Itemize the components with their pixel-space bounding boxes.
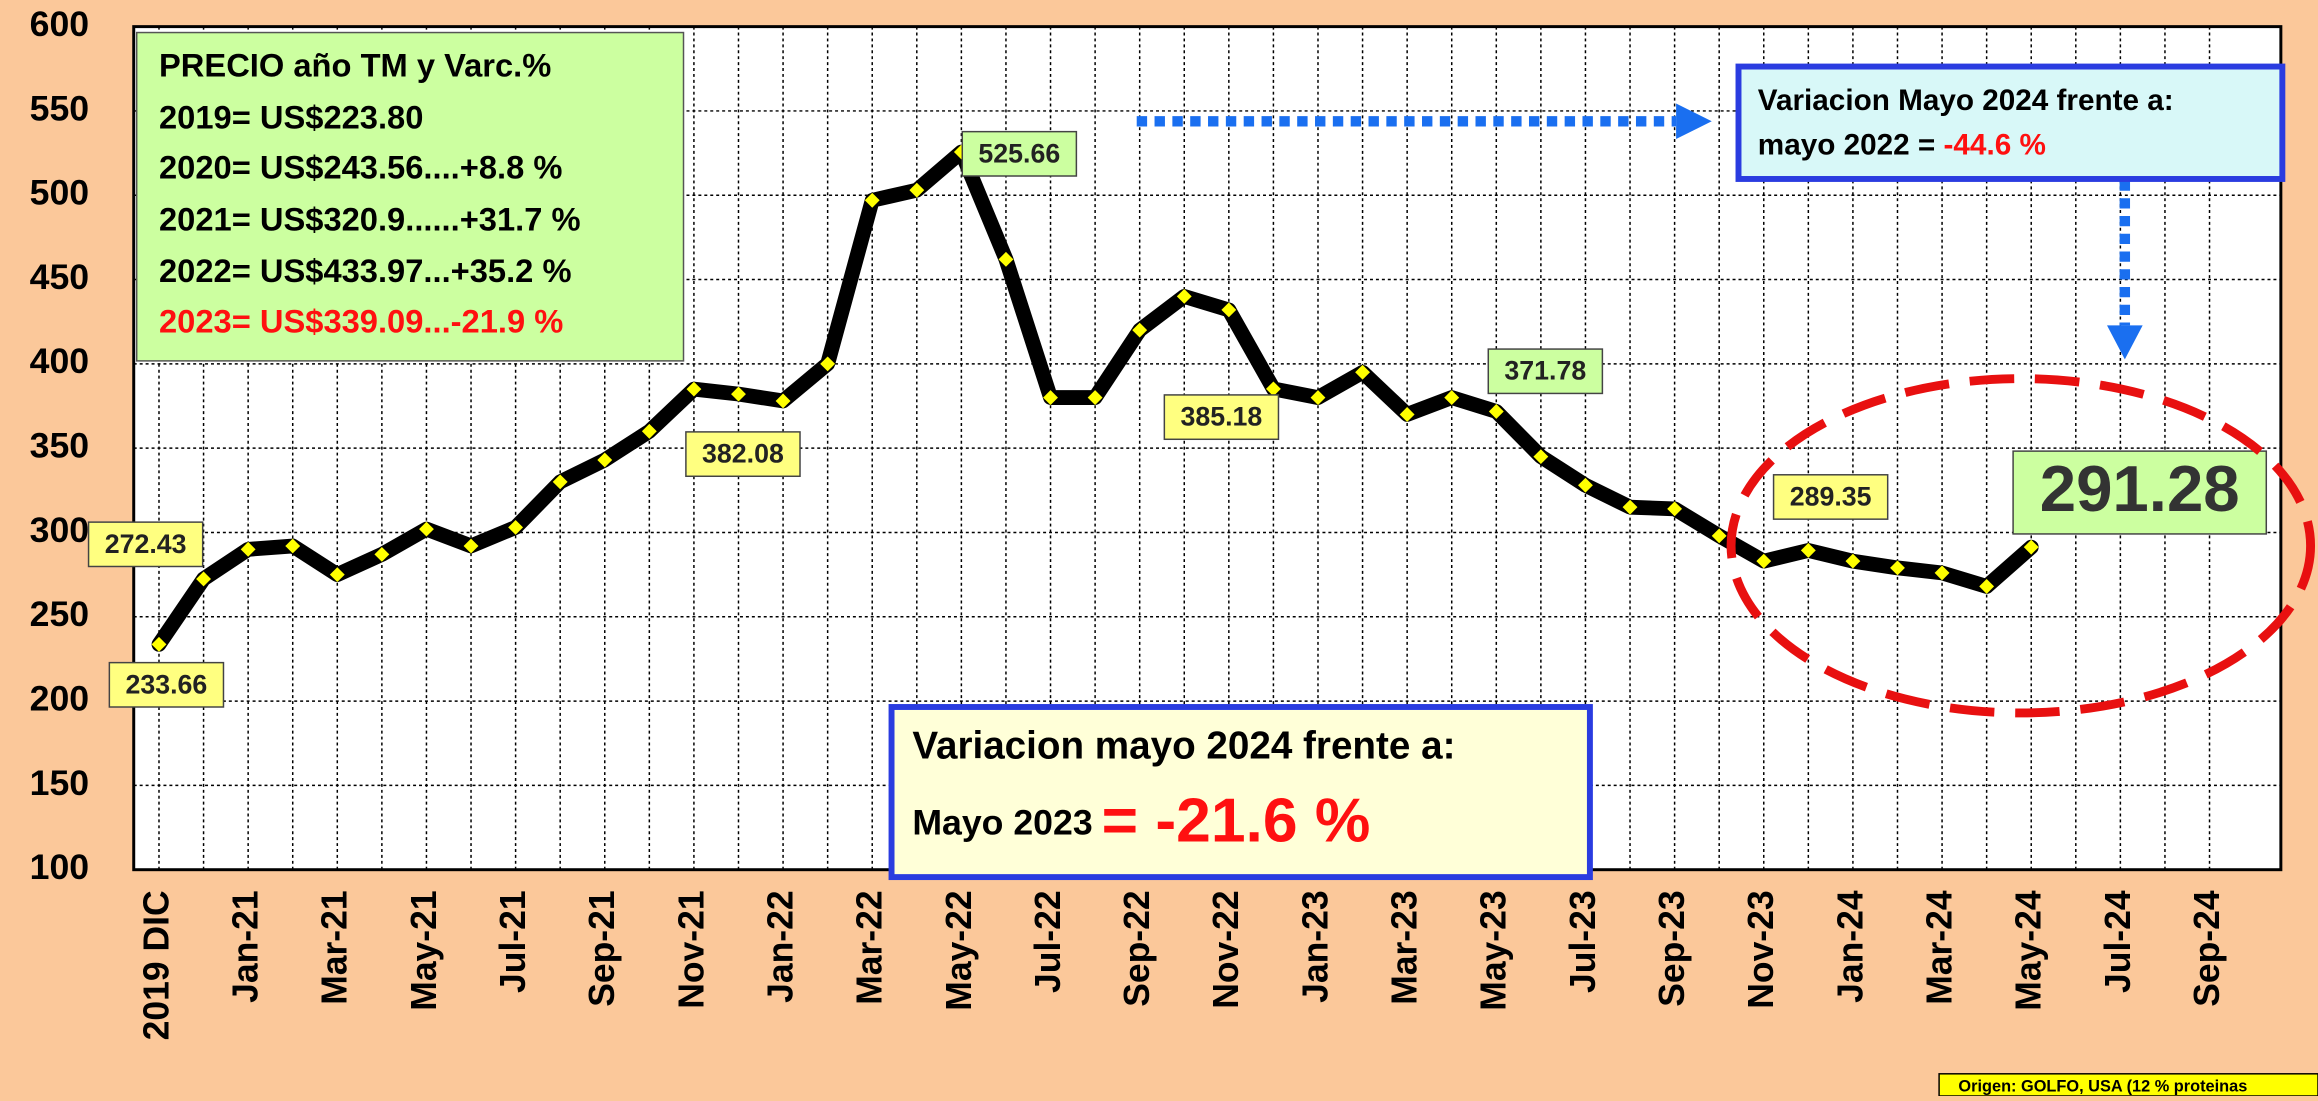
point-marker (463, 538, 479, 554)
x-tick-label: Jul-22 (1028, 890, 1068, 993)
data-label-box (1487, 348, 1604, 395)
box-2023-line: Mayo 2023 = -21.6 % (912, 787, 1370, 856)
x-tick-label: Mar-23 (1384, 890, 1424, 1004)
x-tick-label: Nov-23 (1741, 890, 1781, 1008)
price-box (135, 31, 685, 362)
price-box-line: 2021= US$320.9......+31.7 % (159, 201, 581, 238)
data-label-box (1163, 394, 1280, 441)
y-tick-label: 400 (30, 341, 89, 381)
point-marker (909, 182, 925, 198)
marks: 233.66 272.43 382.08 525.66 385.18 371.78 289.… (87, 130, 2268, 708)
box-2023 (888, 704, 1593, 881)
x-tick-label: Jul-21 (493, 890, 533, 993)
point-marker (597, 452, 613, 468)
box-2022-value: -44.6 % (1944, 128, 2046, 161)
point-marker (374, 546, 390, 562)
data-label-box (1772, 474, 1889, 520)
source: Origen: GOLFO, USA (12 % proteinas (1958, 1077, 2247, 1095)
data-label: 371.78 (1504, 356, 1586, 386)
x-tick-label: Sep-21 (582, 890, 622, 1006)
y-tick-label: 200 (30, 679, 89, 719)
data-label: 385.18 (1181, 402, 1263, 432)
price-box-title: PRECIO año TM y Varc.% (159, 47, 551, 84)
x-tick-label: Jul-24 (2098, 890, 2138, 993)
box-2022 (1735, 63, 2286, 182)
box-2023-value: = -21.6 % (1102, 787, 1371, 856)
data-label-box (87, 521, 204, 568)
y-tick-label: 500 (30, 173, 89, 213)
x-tick-label: Nov-21 (671, 890, 711, 1008)
data-label-box (2012, 450, 2268, 535)
x-tick-label: May-22 (939, 890, 979, 1010)
y-tick-label: 350 (30, 426, 89, 466)
point-marker (1132, 322, 1148, 338)
y-tick-label: 300 (30, 510, 89, 550)
point-marker (1176, 289, 1192, 304)
point-marker (196, 571, 211, 587)
box-2022-text: mayo 2022 = (1758, 128, 1944, 161)
arrow-head (2107, 325, 2143, 360)
price-box-line: 2023= US$339.09...-21.9 % (159, 303, 563, 340)
x-tick-label: 2019 DIC (136, 890, 176, 1040)
y-tick-label: 100 (30, 847, 89, 887)
price-box-line: 2020= US$243.56....+8.8 % (159, 149, 562, 186)
box-2022-line: Variacion Mayo 2024 frente a: (1758, 84, 2174, 117)
overlays: PRECIO año TM y Varc.% 2019= US$223.80 2… (135, 31, 2318, 1097)
y-tick-label: 600 (30, 4, 89, 44)
point-marker (820, 356, 836, 372)
highlight-ellipse (1726, 374, 2316, 718)
box-2022-line: mayo 2022 = -44.6 % (1758, 128, 2046, 161)
y-tick-label: 150 (30, 763, 89, 803)
arrow-head (1676, 103, 1712, 140)
point-marker (285, 538, 301, 554)
point-marker (641, 423, 657, 439)
data-label-box (108, 661, 225, 708)
data-label: 289.35 (1790, 482, 1872, 512)
x-tick-label: Mar-24 (1919, 890, 1959, 1005)
data-label: 233.66 (126, 669, 208, 699)
data-label: 382.08 (702, 439, 784, 469)
data-label: 525.66 (978, 138, 1060, 168)
point-marker (1667, 501, 1683, 517)
x-tick-label: May-21 (404, 890, 444, 1010)
y-tick-label: 450 (30, 257, 89, 297)
x-tick-label: Sep-22 (1117, 890, 1157, 1006)
point-marker (1578, 477, 1593, 493)
x-tick-label: Mar-21 (315, 890, 355, 1004)
point-marker (775, 393, 791, 409)
x-tick-label: Jul-23 (1563, 890, 1603, 993)
x-tick-label: Sep-23 (1652, 890, 1692, 1006)
price-box-line: 2019= US$223.80 (159, 98, 423, 135)
x-tick-label: Nov-22 (1206, 890, 1246, 1008)
data-label: 272.43 (105, 529, 187, 559)
x-tick-label: Jan-23 (1295, 890, 1335, 1002)
point-marker (1979, 579, 1995, 594)
data-label: 291.28 (2040, 452, 2240, 525)
data-label-box (685, 431, 801, 478)
point-marker (864, 192, 880, 208)
box-2023-text: Mayo 2023 (912, 803, 1092, 843)
x-tick-label: Sep-24 (2187, 890, 2227, 1007)
x-tick-label: Jan-22 (760, 890, 800, 1002)
x-tick-label: Jan-21 (225, 890, 265, 1002)
point-marker (1533, 449, 1549, 464)
x-tick-label: May-23 (1474, 890, 1514, 1010)
x-tick-label: May-24 (2009, 890, 2049, 1011)
price-box-line: 2022= US$433.97...+35.2 % (159, 252, 572, 289)
point-marker (1221, 302, 1237, 318)
box-2023-line: Variacion mayo 2024 frente a: (912, 725, 1455, 768)
point-marker (329, 567, 345, 583)
y-tick-label: 550 (30, 88, 89, 128)
data-label-box (961, 130, 1078, 177)
y-tick-label: 250 (30, 594, 89, 634)
x-tick-label: Jan-24 (1830, 890, 1870, 1003)
x-tick-label: Mar-22 (850, 890, 890, 1004)
